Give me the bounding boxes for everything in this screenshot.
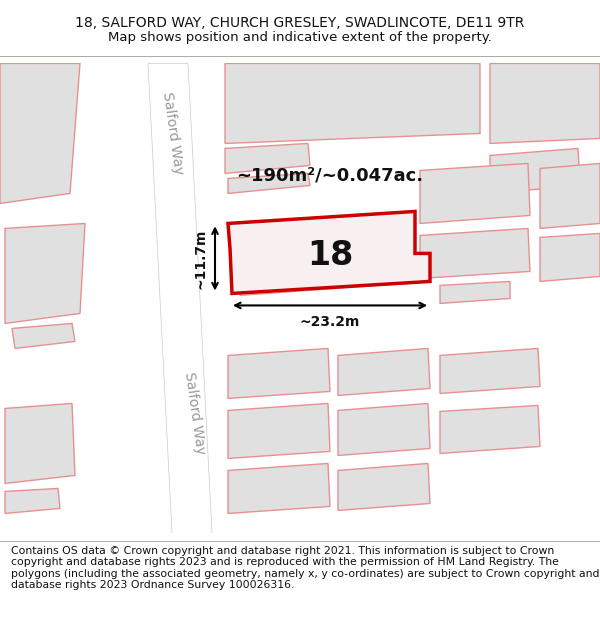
Polygon shape xyxy=(338,404,430,456)
Text: Map shows position and indicative extent of the property.: Map shows position and indicative extent… xyxy=(108,31,492,44)
Polygon shape xyxy=(228,463,330,513)
Polygon shape xyxy=(228,404,330,458)
Polygon shape xyxy=(225,143,310,173)
Polygon shape xyxy=(228,173,310,194)
Polygon shape xyxy=(338,463,430,511)
Text: Contains OS data © Crown copyright and database right 2021. This information is : Contains OS data © Crown copyright and d… xyxy=(11,546,599,591)
Polygon shape xyxy=(5,489,60,513)
Text: 18, SALFORD WAY, CHURCH GRESLEY, SWADLINCOTE, DE11 9TR: 18, SALFORD WAY, CHURCH GRESLEY, SWADLIN… xyxy=(76,16,524,29)
Polygon shape xyxy=(228,349,330,399)
Polygon shape xyxy=(228,211,430,294)
Polygon shape xyxy=(225,63,480,143)
Polygon shape xyxy=(0,63,80,204)
Polygon shape xyxy=(420,228,530,279)
Polygon shape xyxy=(490,148,580,194)
Text: Salford Way: Salford Way xyxy=(160,91,186,176)
Text: ~23.2m: ~23.2m xyxy=(300,316,360,329)
Polygon shape xyxy=(540,233,600,281)
Text: 18: 18 xyxy=(307,239,353,272)
Polygon shape xyxy=(440,406,540,453)
Polygon shape xyxy=(420,163,530,223)
Text: ~190m²/~0.047ac.: ~190m²/~0.047ac. xyxy=(236,166,424,184)
Polygon shape xyxy=(338,349,430,396)
Text: Salford Way: Salford Way xyxy=(182,371,208,456)
Polygon shape xyxy=(440,349,540,394)
Polygon shape xyxy=(490,63,600,143)
Polygon shape xyxy=(12,324,75,349)
Text: ~11.7m: ~11.7m xyxy=(194,228,208,289)
Polygon shape xyxy=(440,281,510,303)
Polygon shape xyxy=(240,217,408,296)
Polygon shape xyxy=(5,223,85,324)
Polygon shape xyxy=(540,163,600,228)
Polygon shape xyxy=(148,63,212,533)
Polygon shape xyxy=(5,404,75,484)
